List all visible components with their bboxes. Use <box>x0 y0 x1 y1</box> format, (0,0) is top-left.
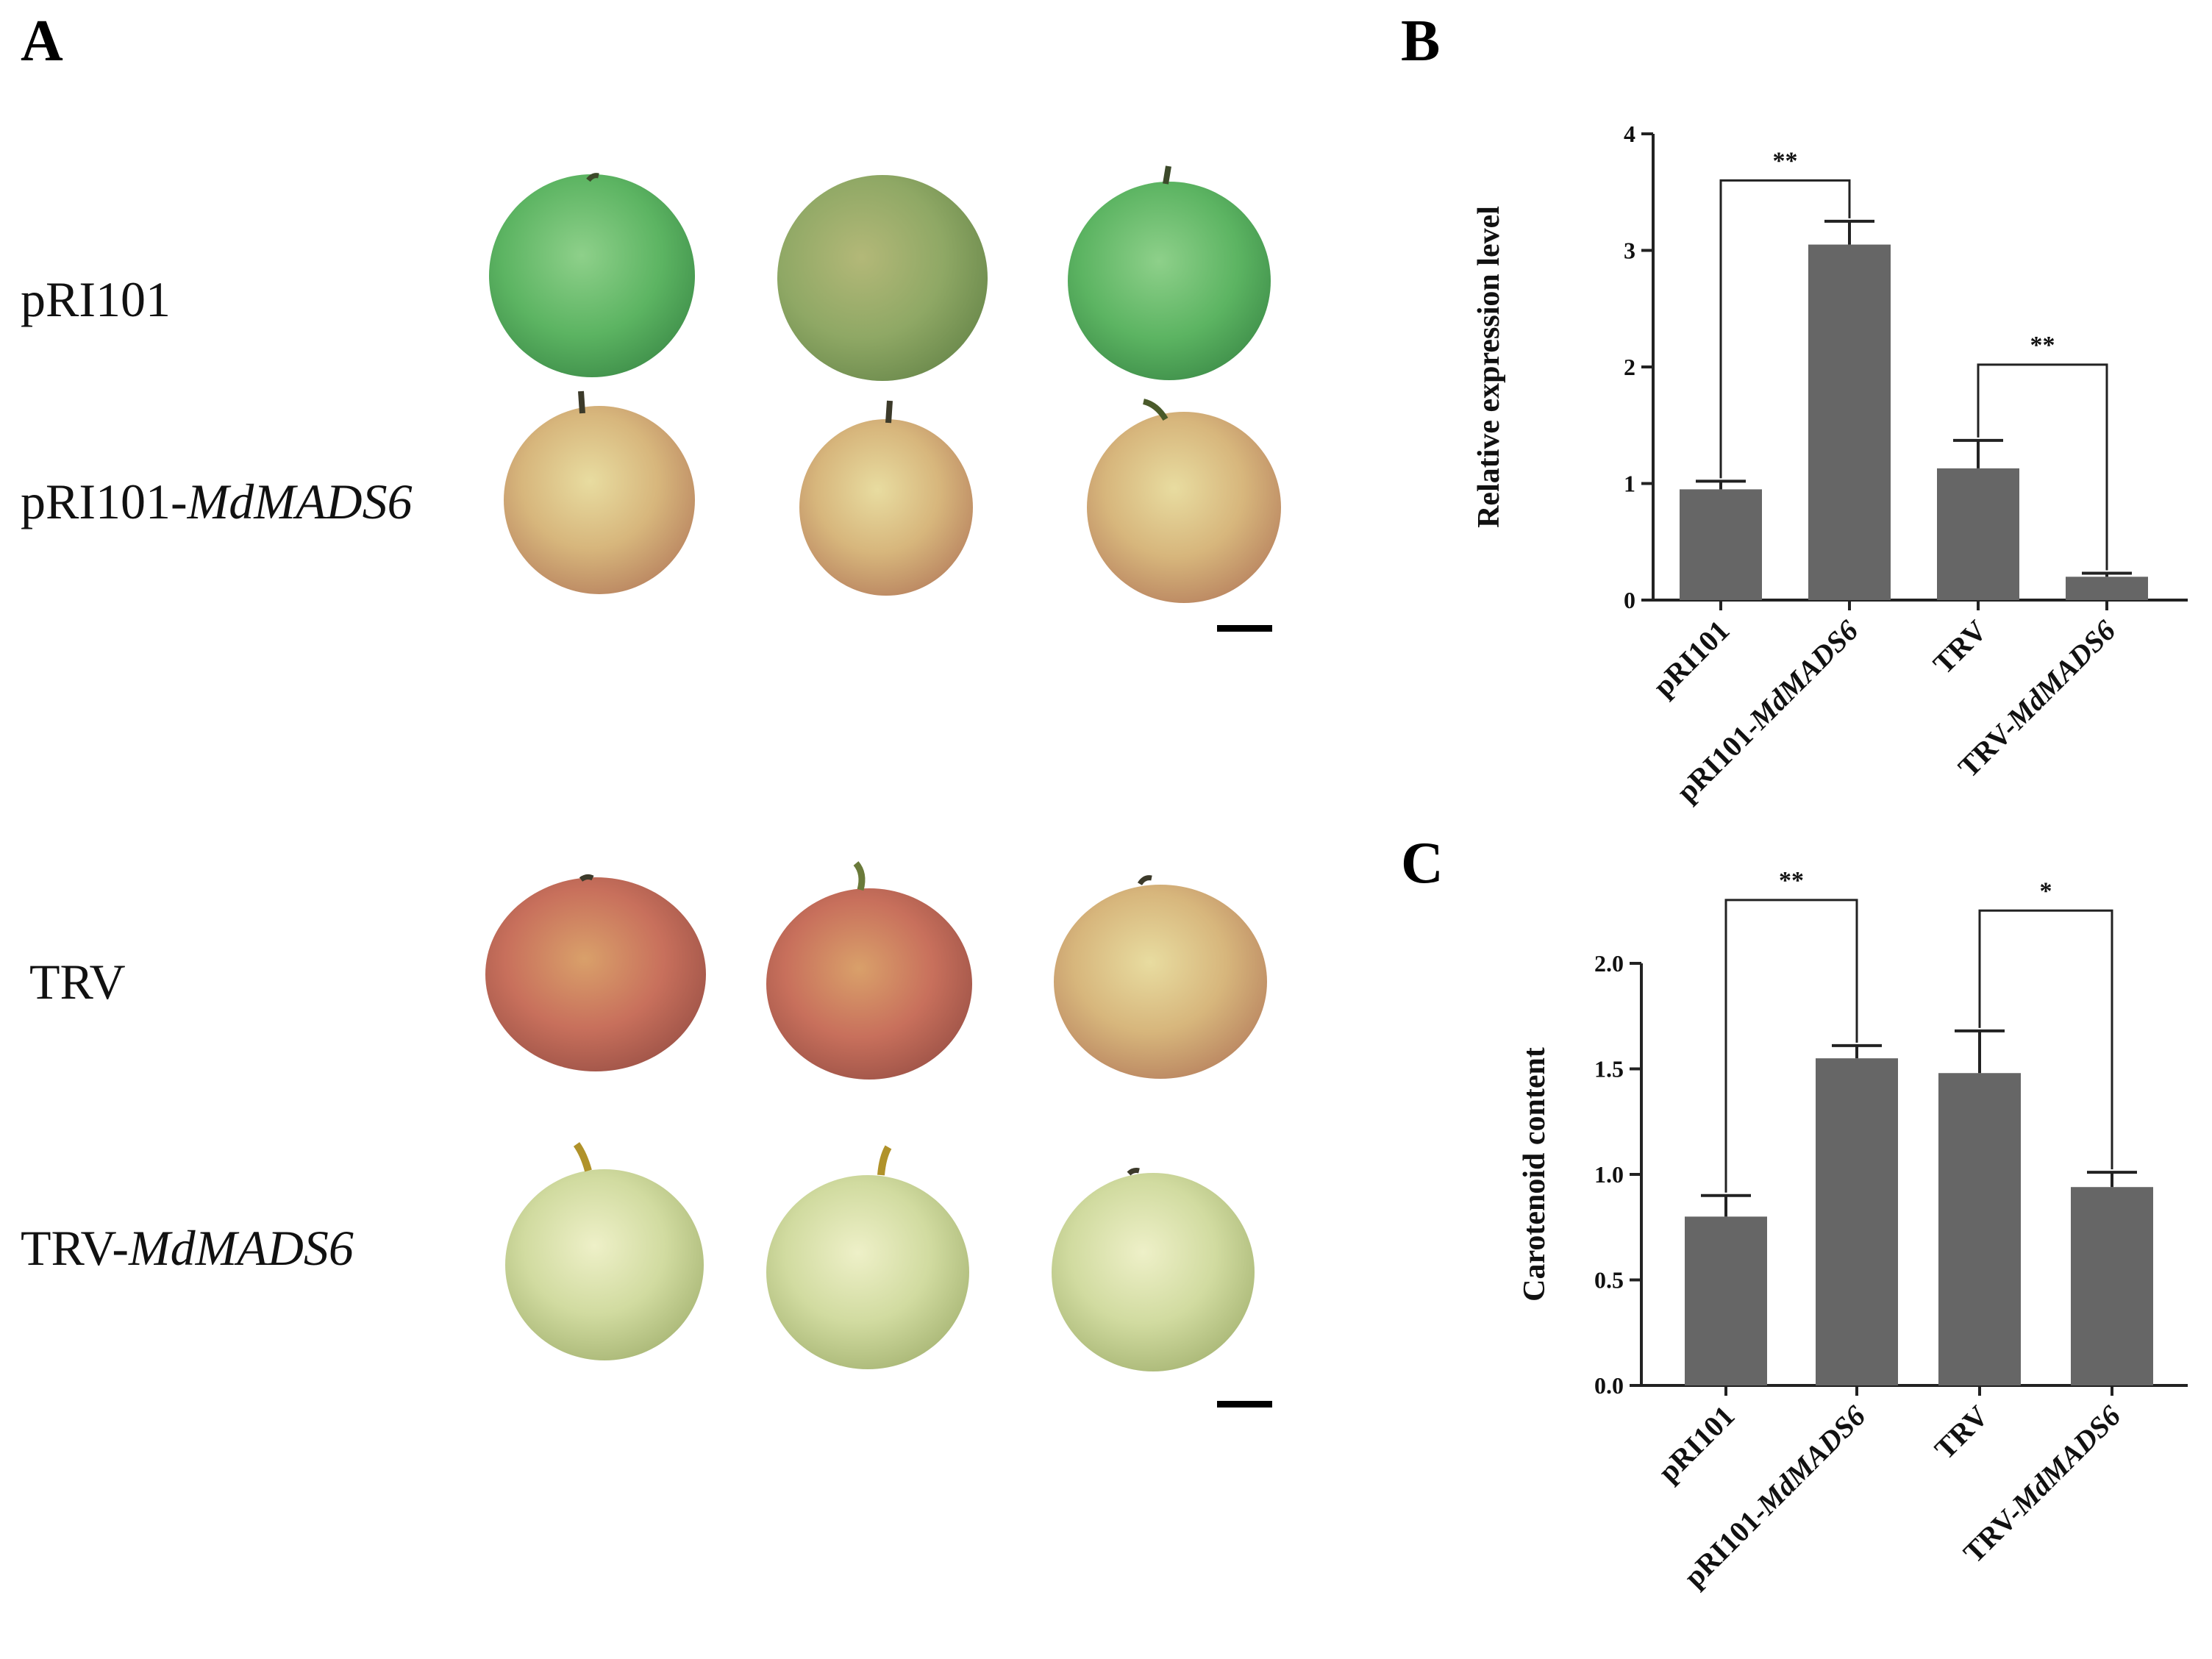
y-axis-title-b: Relative expression level <box>1472 206 1506 528</box>
row-label-1: pRI101 <box>21 271 171 327</box>
photo-row-1: pRI101 <box>21 165 1271 381</box>
bar-b-1 <box>1808 244 1891 600</box>
bar-b-0 <box>1680 489 1762 600</box>
y-tick-label-c: 0.0 <box>1594 1372 1624 1399</box>
bar-b-3 <box>2066 577 2148 600</box>
apple-2-1 <box>504 390 695 594</box>
row-label-2: pRI101-MdMADS6 <box>21 474 413 529</box>
apple-3-3 <box>1054 875 1267 1079</box>
apple-4-2 <box>766 1145 969 1369</box>
significance-label-b-0: ** <box>1773 147 1798 174</box>
bar-c-3 <box>2071 1187 2153 1385</box>
bar-c-2 <box>1938 1073 2021 1385</box>
significance-label-c-1: * <box>2040 877 2052 905</box>
apple-4-1 <box>505 1142 704 1360</box>
y-axis-title-c: Carotenoid content <box>1518 1047 1552 1302</box>
panel-a-letter: A <box>21 9 63 74</box>
y-tick-label-c: 0.5 <box>1594 1267 1624 1294</box>
x-category-label-b-0: pRI101 <box>1646 614 1735 703</box>
apple-1-3 <box>1068 165 1271 380</box>
significance-bracket-c-0 <box>1724 899 1858 1193</box>
apple-2-2 <box>799 400 973 596</box>
row-label-3: TRV <box>29 954 126 1010</box>
bar-c-0 <box>1685 1216 1767 1385</box>
panel-c-letter: C <box>1401 831 1444 896</box>
significance-label-c-0: ** <box>1779 867 1804 894</box>
apple-2-3 <box>1087 399 1281 603</box>
apple-1-2 <box>777 175 988 381</box>
photo-row-3: TRV <box>29 861 1267 1080</box>
y-tick-label-b: 3 <box>1624 238 1635 264</box>
photo-row-4: TRV-MdMADS6 <box>21 1142 1255 1371</box>
apple-3-1 <box>485 874 706 1071</box>
significance-label-b-1: ** <box>2030 332 2055 359</box>
significance-bracket-b-1 <box>1977 363 2108 571</box>
significance-bracket-c-1 <box>1978 909 2113 1170</box>
y-tick-label-b: 1 <box>1624 471 1635 497</box>
y-tick-label-b: 0 <box>1624 587 1635 613</box>
bar-c-1 <box>1816 1058 1898 1385</box>
row-label-4: TRV-MdMADS6 <box>21 1220 354 1276</box>
apple-4-3 <box>1052 1168 1255 1371</box>
x-category-label-c-0: pRI101 <box>1652 1399 1741 1488</box>
photo-row-2: pRI101-MdMADS6 <box>21 390 1281 603</box>
significance-bracket-b-0 <box>1719 179 1851 479</box>
y-tick-label-c: 1.5 <box>1594 1056 1624 1082</box>
y-tick-label-c: 2.0 <box>1594 950 1624 977</box>
apple-3-2 <box>766 861 972 1080</box>
x-category-label-c-2: TRV <box>1928 1399 1995 1466</box>
scale-bar-bottom <box>1217 1401 1272 1408</box>
scale-bar-top <box>1217 625 1272 632</box>
x-category-label-b-2: TRV <box>1927 613 1994 680</box>
y-tick-label-b: 4 <box>1624 121 1635 147</box>
bar-b-2 <box>1937 468 2019 600</box>
y-tick-label-b: 2 <box>1624 354 1635 380</box>
panel-b-letter: B <box>1401 9 1440 74</box>
y-tick-label-c: 1.0 <box>1594 1161 1624 1188</box>
apple-1-1 <box>489 173 695 377</box>
